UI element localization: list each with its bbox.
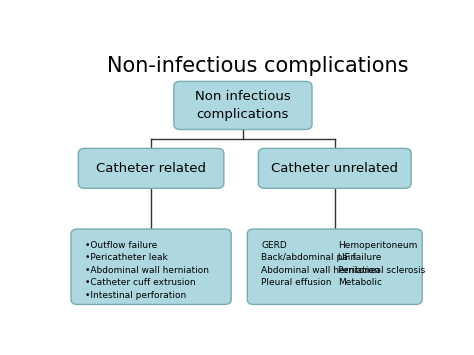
Text: Non-infectious complications: Non-infectious complications <box>107 56 409 76</box>
Text: Non infectious
complications: Non infectious complications <box>195 90 291 121</box>
Text: Catheter unrelated: Catheter unrelated <box>271 162 398 175</box>
FancyBboxPatch shape <box>78 148 224 188</box>
FancyBboxPatch shape <box>174 81 312 130</box>
Text: GERD
Back/abdominal pain
Abdominal wall herniation
Pleural effusion: GERD Back/abdominal pain Abdominal wall … <box>261 241 380 287</box>
Text: Catheter related: Catheter related <box>96 162 206 175</box>
Text: Hemoperitoneum
UF failure
Peritoneal sclerosis
Metabolic: Hemoperitoneum UF failure Peritoneal scl… <box>338 241 426 287</box>
FancyBboxPatch shape <box>258 148 411 188</box>
FancyBboxPatch shape <box>71 229 231 305</box>
FancyBboxPatch shape <box>247 229 422 305</box>
Text: •Outflow failure
•Pericatheter leak
•Abdominal wall herniation
•Catheter cuff ex: •Outflow failure •Pericatheter leak •Abd… <box>85 241 209 300</box>
